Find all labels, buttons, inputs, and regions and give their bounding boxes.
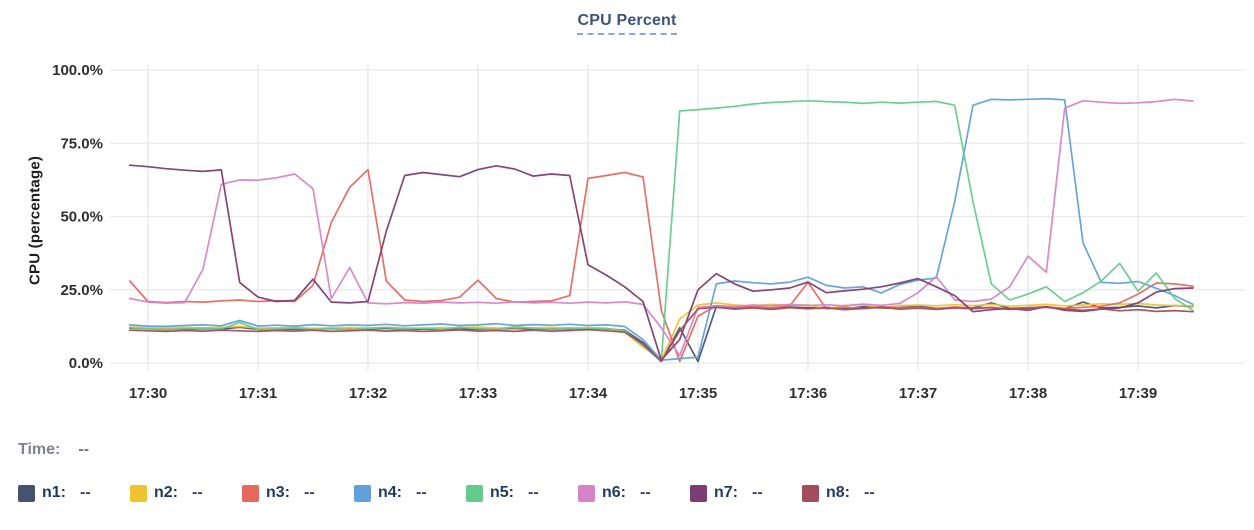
y-tick-label: 50.0% xyxy=(60,209,103,226)
legend-item-n2[interactable]: n2: -- xyxy=(130,484,242,502)
legend-item-n5[interactable]: n5: -- xyxy=(466,484,578,502)
x-tick-label: 17:33 xyxy=(459,385,497,402)
series-line-n6 xyxy=(128,98,1194,357)
legend-value-n4: -- xyxy=(416,484,427,501)
legend-label-n8: n8: xyxy=(826,484,850,501)
legend-label-n6: n6: xyxy=(602,484,626,501)
time-label: Time: xyxy=(18,441,61,458)
legend-label-n5: n5: xyxy=(490,484,514,501)
chart-title-text: CPU Percent xyxy=(577,12,677,35)
legend-label-n4: n4: xyxy=(378,484,402,501)
x-tick-label: 17:36 xyxy=(789,385,827,402)
legend-item-n8[interactable]: n8: -- xyxy=(802,484,914,502)
legend-item-n4[interactable]: n4: -- xyxy=(354,484,466,502)
legend: n1: -- n2: -- n3: -- n4: -- n5: -- n6: -- n7: -- n8: -- xyxy=(18,484,914,502)
series-line-n4 xyxy=(128,97,1194,361)
legend-value-n3: -- xyxy=(304,484,315,501)
chart-title: CPU Percent xyxy=(0,12,1254,35)
x-tick-label: 17:37 xyxy=(899,385,937,402)
x-tick-label: 17:31 xyxy=(239,385,277,402)
x-tick-label: 17:32 xyxy=(349,385,387,402)
cpu-line-chart: 17:30 17:31 17:32 17:33 17:34 17:35 17:36 17:37… xyxy=(52,62,1245,402)
legend-value-n6: -- xyxy=(640,484,651,501)
legend-value-n5: -- xyxy=(528,484,539,501)
legend-swatch-n5 xyxy=(466,484,483,502)
legend-swatch-n4 xyxy=(354,484,371,502)
y-axis-label: CPU (percentage) xyxy=(26,155,44,285)
legend-swatch-n7 xyxy=(690,484,707,502)
legend-item-n1[interactable]: n1: -- xyxy=(18,484,130,502)
legend-swatch-n1 xyxy=(18,484,35,502)
x-tick-label: 17:38 xyxy=(1009,385,1047,402)
x-tick-label: 17:39 xyxy=(1119,385,1157,402)
time-value: -- xyxy=(78,441,90,458)
legend-label-n2: n2: xyxy=(154,484,178,501)
legend-swatch-n6 xyxy=(578,484,595,502)
series-line-n5 xyxy=(128,99,1194,363)
legend-item-n3[interactable]: n3: -- xyxy=(242,484,354,502)
legend-value-n2: -- xyxy=(192,484,203,501)
legend-swatch-n3 xyxy=(242,484,259,502)
y-tick-label: 25.0% xyxy=(60,282,103,299)
series-line-n8 xyxy=(128,306,1194,363)
legend-swatch-n8 xyxy=(802,484,819,502)
legend-label-n1: n1: xyxy=(42,484,66,501)
x-tick-label: 17:34 xyxy=(569,385,608,402)
time-row: Time: -- xyxy=(18,441,89,459)
legend-item-n6[interactable]: n6: -- xyxy=(578,484,690,502)
legend-item-n7[interactable]: n7: -- xyxy=(690,484,802,502)
legend-value-n1: -- xyxy=(80,484,91,501)
legend-swatch-n2 xyxy=(130,484,147,502)
series-line-n3 xyxy=(128,168,1194,363)
x-tick-label: 17:30 xyxy=(129,385,167,402)
legend-label-n3: n3: xyxy=(266,484,290,501)
legend-value-n7: -- xyxy=(752,484,763,501)
legend-label-n7: n7: xyxy=(714,484,738,501)
y-tick-label: 75.0% xyxy=(60,135,103,152)
y-tick-label: 100.0% xyxy=(52,62,103,79)
x-tick-label: 17:35 xyxy=(679,385,717,402)
legend-value-n8: -- xyxy=(864,484,875,501)
y-tick-label: 0.0% xyxy=(69,355,103,372)
